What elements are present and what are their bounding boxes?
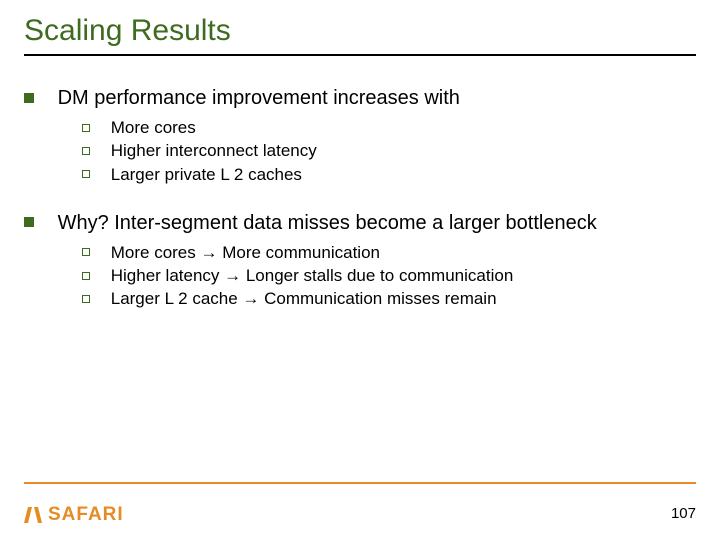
bullet-text: Why? Inter-segment data misses become a …	[58, 212, 597, 234]
hollow-square-bullet-icon	[82, 295, 90, 303]
bullet-level2: Higher interconnect latency	[82, 140, 696, 161]
sub-bullet-group: More cores → More communication Higher l…	[82, 242, 696, 310]
bullet-level2: Larger L 2 cache → Communication misses …	[82, 288, 696, 309]
hollow-square-bullet-icon	[82, 272, 90, 280]
bullet-text: More cores → More communication	[111, 243, 380, 262]
bullet-level2: More cores → More communication	[82, 242, 696, 263]
hollow-square-bullet-icon	[82, 170, 90, 178]
hollow-square-bullet-icon	[82, 248, 90, 256]
hollow-square-bullet-icon	[82, 124, 90, 132]
slide-content: DM performance improvement increases wit…	[24, 56, 696, 310]
bullet-text: Higher latency → Longer stalls due to co…	[111, 266, 514, 285]
hollow-square-bullet-icon	[82, 147, 90, 155]
footer-rule	[24, 482, 696, 484]
page-number: 107	[671, 505, 696, 522]
slide-title: Scaling Results	[24, 14, 696, 48]
bullet-text: Larger private L 2 caches	[111, 165, 302, 184]
bullet-text: Higher interconnect latency	[111, 141, 317, 160]
bullet-level2: Larger private L 2 caches	[82, 164, 696, 185]
slide: Scaling Results DM performance improveme…	[0, 0, 720, 540]
bullet-text: Larger L 2 cache → Communication misses …	[111, 289, 497, 308]
sub-bullet-group: More cores Higher interconnect latency L…	[82, 117, 696, 185]
square-bullet-icon	[24, 93, 34, 103]
safari-logo-icon	[24, 507, 42, 523]
safari-logo: SAFARI	[24, 504, 124, 526]
bullet-level1: DM performance improvement increases wit…	[24, 86, 696, 111]
bullet-level2: More cores	[82, 117, 696, 138]
logo-text: SAFARI	[48, 504, 124, 526]
square-bullet-icon	[24, 217, 34, 227]
bullet-level2: Higher latency → Longer stalls due to co…	[82, 265, 696, 286]
bullet-text: More cores	[111, 118, 196, 137]
bullet-text: DM performance improvement increases wit…	[58, 87, 460, 109]
bullet-level1: Why? Inter-segment data misses become a …	[24, 211, 696, 236]
